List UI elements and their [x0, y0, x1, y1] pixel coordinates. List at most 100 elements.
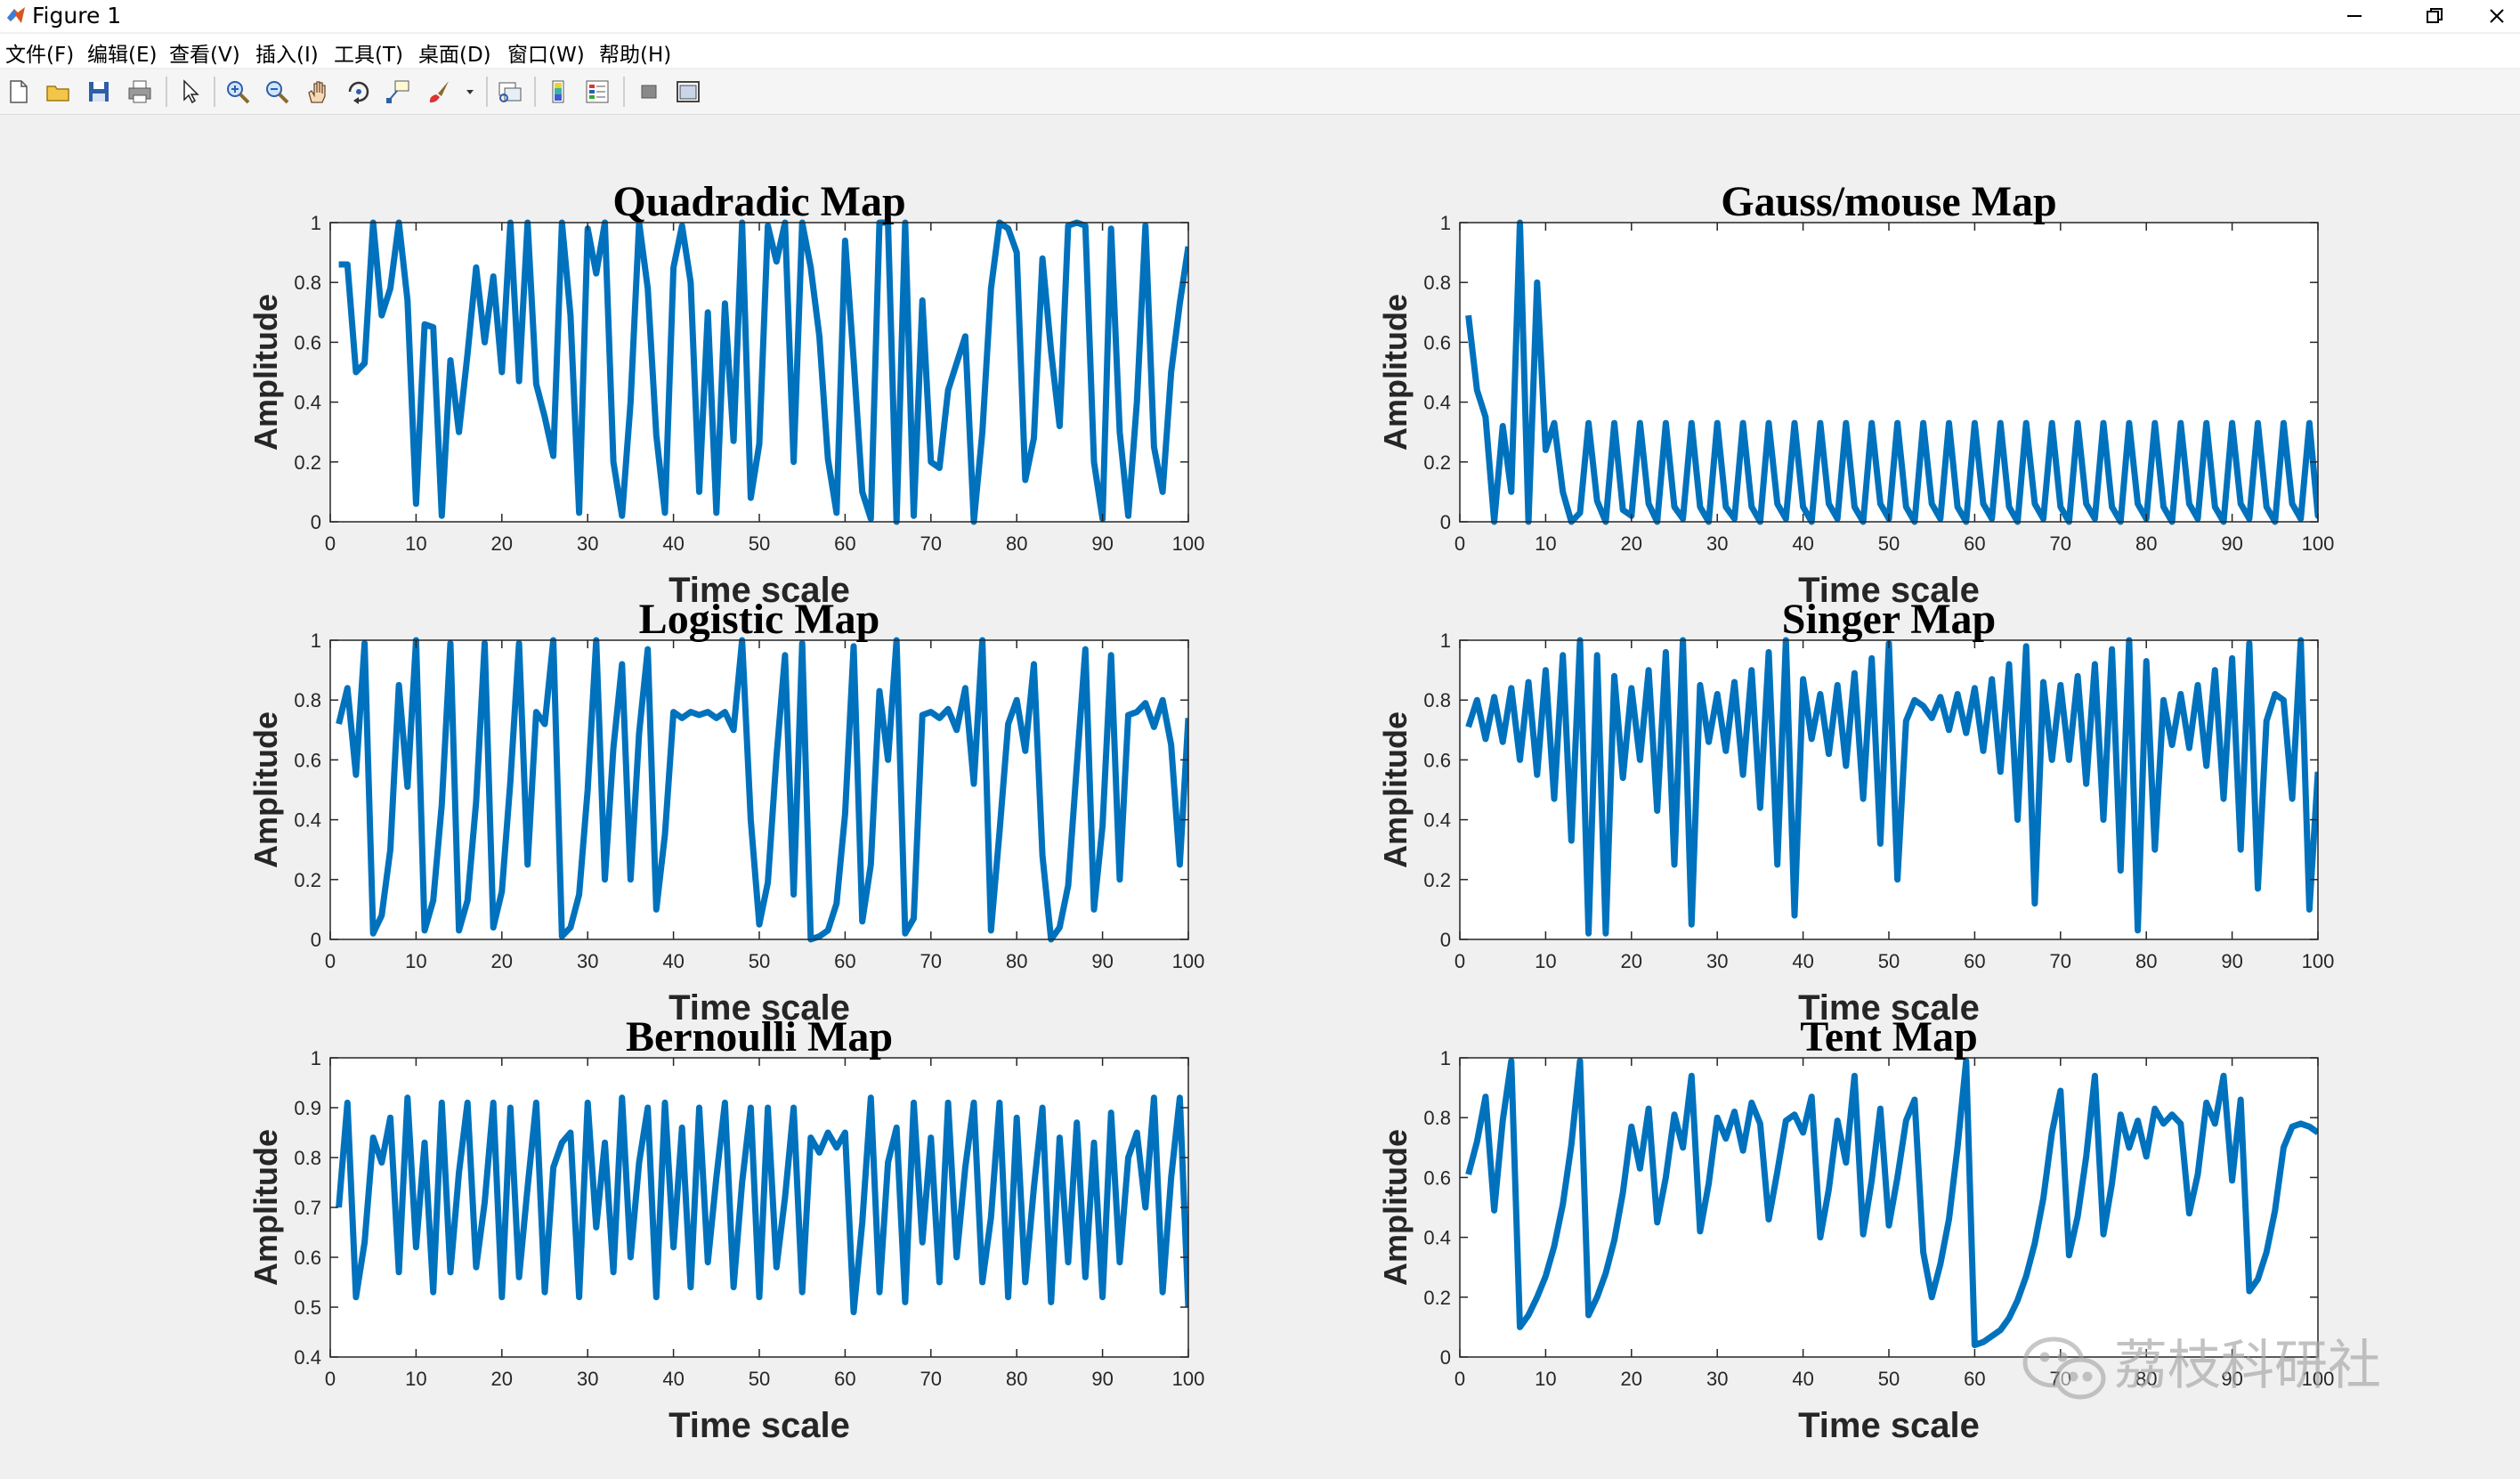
open-file-icon	[46, 85, 69, 102]
x-tick-label: 10	[1535, 1368, 1556, 1390]
minimize-button[interactable]	[2314, 0, 2394, 32]
hide-plot-tools-button[interactable]	[634, 77, 664, 107]
link-plot-button[interactable]	[495, 77, 525, 107]
x-tick-label: 30	[577, 950, 598, 972]
menu-help[interactable]: 帮助(H)	[599, 44, 672, 67]
rotate-3d-button[interactable]	[344, 77, 374, 107]
show-plot-tools-button[interactable]	[673, 77, 703, 107]
select-pointer-button[interactable]	[174, 77, 205, 107]
y-tick-label: 0.2	[1423, 1287, 1451, 1309]
x-tick-label: 40	[662, 950, 684, 972]
select-pointer-icon	[183, 79, 199, 104]
subplot-1: 0 10 20 30 40 50 60 70 80 90 100 0 0.2 0.4 0.6 0.8 1 Quad…	[247, 178, 1204, 610]
series-line	[1465, 637, 2318, 937]
y-tick-label: 1	[1440, 1047, 1451, 1069]
y-tick-label: 1	[1440, 630, 1451, 652]
y-tick-label: 1	[1440, 212, 1451, 234]
x-tick-label: 40	[1792, 950, 1813, 972]
rotate-3d-icon	[348, 81, 369, 104]
x-tick-label: 60	[1964, 1368, 1985, 1390]
y-tick-label: 0.2	[294, 869, 321, 891]
insert-colorbar-button[interactable]	[543, 77, 573, 107]
subplot-title: Tent Map	[1800, 1013, 1978, 1060]
y-tick-label: 0.6	[294, 331, 321, 353]
y-tick-label: 0.6	[1423, 331, 1451, 353]
data-cursor-button[interactable]	[383, 77, 413, 107]
menu-desktop[interactable]: 桌面(D)	[418, 44, 491, 67]
show-plot-tools-icon	[677, 81, 700, 102]
x-tick-label: 0	[1454, 1368, 1465, 1390]
subplot-2: 0 10 20 30 40 50 60 70 80 90 100 0 0.2 0.4 0.6 0.8 1 Gaus…	[1377, 178, 2334, 610]
x-tick-label: 100	[2302, 532, 2335, 555]
brush-button[interactable]	[424, 77, 454, 107]
x-tick-label: 0	[325, 532, 336, 555]
new-figure-button[interactable]	[4, 77, 34, 107]
x-tick-label: 30	[1706, 532, 1728, 555]
x-tick-label: 100	[1172, 950, 1205, 972]
subplot-4: 0 10 20 30 40 50 60 70 80 90 100 0 0.2 0.4 0.6 0.8 1 Sing…	[1377, 596, 2334, 1028]
subplot-3: 0 10 20 30 40 50 60 70 80 90 100 0 0.2 0.4 0.6 0.8 1 Logi…	[247, 596, 1204, 1028]
x-tick-label: 50	[749, 950, 770, 972]
brush-dropdown-button[interactable]	[463, 77, 477, 107]
x-axis-label: Time scale	[1798, 1406, 1980, 1445]
x-tick-label: 100	[1172, 1368, 1205, 1390]
restore-button[interactable]	[2394, 0, 2475, 32]
x-tick-label: 100	[2302, 950, 2335, 972]
subplot-title: Quadradic Map	[612, 178, 905, 225]
y-axis-label: Amplitude	[1377, 294, 1414, 451]
subplot-title: Logistic Map	[639, 596, 880, 643]
close-button[interactable]	[2457, 0, 2520, 32]
y-tick-label: 0.4	[294, 809, 321, 832]
x-tick-label: 50	[1878, 532, 1900, 555]
series-line	[336, 1094, 1188, 1316]
colorbar-icon	[552, 80, 564, 103]
x-tick-label: 0	[325, 1368, 336, 1390]
open-file-button[interactable]	[43, 77, 73, 107]
save-button[interactable]	[84, 77, 114, 107]
x-tick-label: 70	[2050, 950, 2071, 972]
series-line	[338, 219, 1188, 525]
menu-file[interactable]: 文件(F)	[5, 44, 75, 67]
y-tick-label: 0.4	[1423, 392, 1451, 414]
series-line	[336, 637, 1188, 943]
x-tick-label: 10	[405, 950, 426, 972]
y-tick-label: 0.4	[294, 392, 321, 414]
hide-plot-tools-icon	[641, 85, 657, 99]
x-tick-label: 30	[1706, 1368, 1728, 1390]
x-tick-label: 40	[662, 532, 684, 555]
zoom-out-button[interactable]	[262, 77, 292, 107]
x-tick-label: 90	[2221, 532, 2242, 555]
y-tick-label: 0.8	[294, 272, 321, 294]
menu-tools[interactable]: 工具(T)	[334, 44, 403, 67]
subplot-6: 010203040506070809010000.20.40.60.81Tent…	[1377, 1013, 2334, 1445]
close-icon	[2490, 9, 2504, 23]
insert-legend-button[interactable]	[582, 77, 612, 107]
menu-edit[interactable]: 编辑(E)	[87, 44, 158, 67]
y-tick-label: 0	[311, 511, 321, 533]
y-tick-label: 1	[311, 1047, 321, 1069]
menu-insert[interactable]: 插入(I)	[255, 44, 319, 67]
print-button[interactable]	[125, 77, 155, 107]
y-axis-label: Amplitude	[1377, 1129, 1414, 1286]
y-tick-label: 0.8	[1423, 689, 1451, 711]
x-tick-label: 50	[749, 1368, 770, 1390]
x-tick-label: 80	[2135, 532, 2157, 555]
menu-view[interactable]: 查看(V)	[169, 44, 240, 67]
subplot-title: Gauss/mouse Map	[1721, 178, 2056, 225]
x-tick-label: 0	[1454, 532, 1465, 555]
wechat-watermark: 荔枝科研社	[2022, 1335, 2381, 1400]
x-axis-label: Time scale	[1798, 988, 1980, 1028]
menu-window[interactable]: 窗口(W)	[507, 44, 585, 67]
y-tick-label: 0.2	[1423, 451, 1451, 474]
x-tick-label: 100	[1172, 532, 1205, 555]
x-tick-label: 20	[491, 1368, 513, 1390]
x-axis-label: Time scale	[1798, 571, 1980, 610]
zoom-in-icon	[227, 81, 250, 104]
subplot-title: Bernoulli Map	[626, 1013, 893, 1060]
y-tick-label: 0.4	[1423, 1227, 1451, 1249]
x-tick-label: 20	[1621, 1368, 1642, 1390]
zoom-in-button[interactable]	[223, 77, 253, 107]
new-figure-icon	[10, 80, 28, 103]
pan-button[interactable]	[303, 77, 333, 107]
